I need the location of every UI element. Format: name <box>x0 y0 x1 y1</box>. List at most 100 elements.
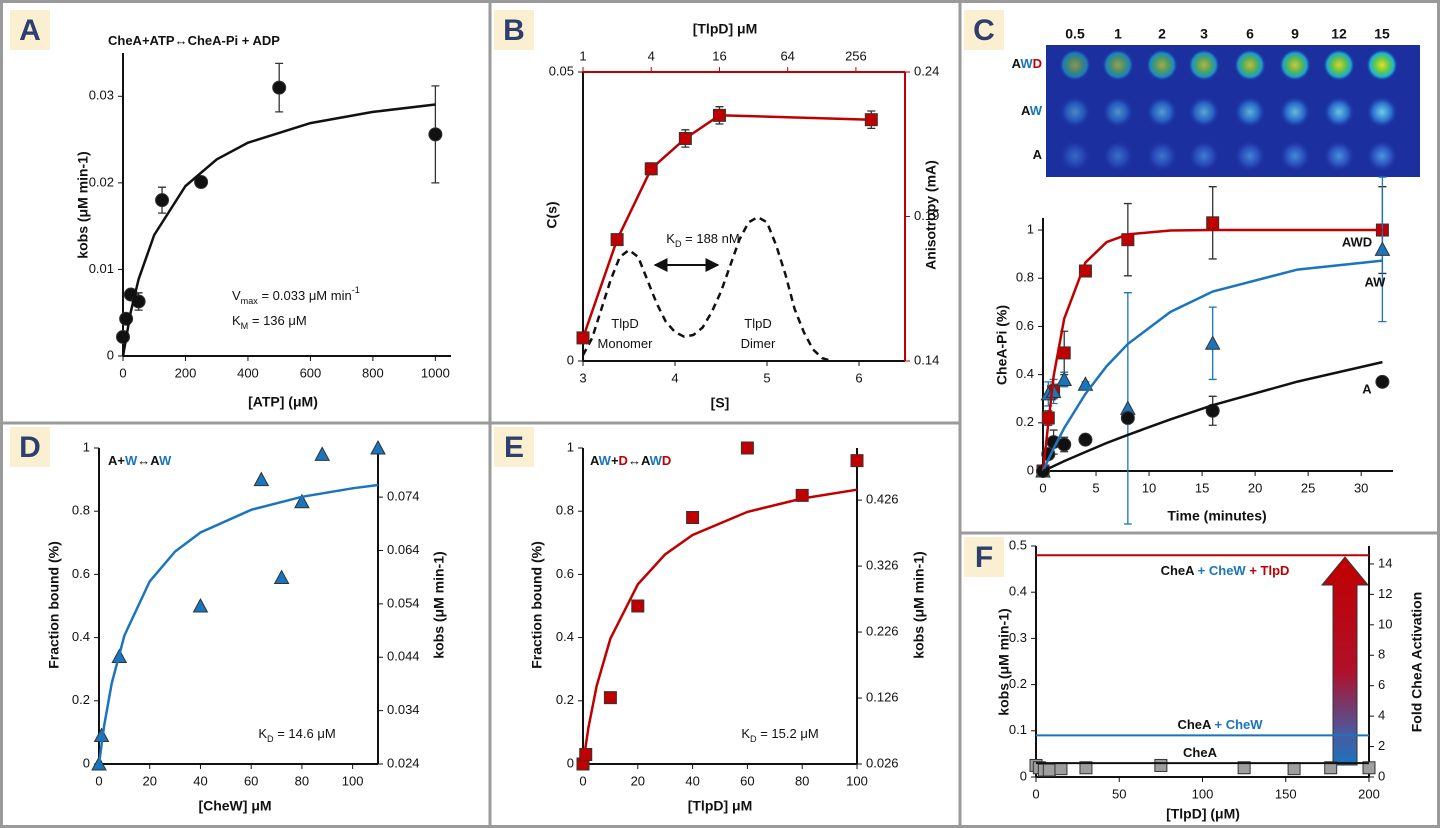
y2-tick-label: 0.024 <box>387 755 420 770</box>
gel-spot <box>1188 96 1220 128</box>
x-tick-label: 60 <box>244 773 258 788</box>
x2-tick-label: 256 <box>845 48 867 63</box>
data-point <box>1155 759 1167 771</box>
data-point <box>275 571 289 584</box>
y2-tick-label: 0.226 <box>866 623 899 638</box>
text-part: A <box>1033 147 1043 162</box>
data-point <box>713 109 725 121</box>
level-label: CheA + CheW <box>1177 717 1263 732</box>
x-tick-label: 50 <box>1112 786 1126 801</box>
gel-row-label: AWD <box>1012 56 1042 71</box>
text-part: TlpD <box>744 316 771 331</box>
y-tick-label: 0.4 <box>1016 366 1034 381</box>
data-point <box>1376 375 1389 388</box>
gel-spot <box>1366 140 1398 172</box>
gel-spot <box>1279 49 1311 81</box>
gel-spot <box>1102 49 1134 81</box>
annotation: CheA+ATP↔CheA-Pi + ADP <box>108 33 280 48</box>
x-tick-label: 0 <box>95 773 102 788</box>
annotation: KD = 14.6 μM <box>258 726 335 744</box>
series-line <box>583 115 871 338</box>
y-tick-label: 0.03 <box>89 88 114 103</box>
x-tick-label: 40 <box>193 773 207 788</box>
data-point <box>1288 763 1300 775</box>
data-point <box>193 599 207 612</box>
gel-spot <box>1323 49 1355 81</box>
x-tick-label: 40 <box>685 773 699 788</box>
x-tick-label: 4 <box>671 370 678 385</box>
activation-arrow <box>1322 557 1368 765</box>
gel-spot <box>1102 96 1134 128</box>
y2-tick-label: 0.126 <box>866 689 899 704</box>
gel-spot <box>1188 140 1220 172</box>
data-point <box>1043 764 1055 776</box>
series-label: AWD <box>1342 234 1372 249</box>
gel-spot <box>1102 140 1134 172</box>
data-point <box>865 114 877 126</box>
y2-tick-label: 6 <box>1378 677 1385 692</box>
gel-spot <box>1323 140 1355 172</box>
y2-tick-label: 0 <box>1378 768 1385 783</box>
x2-tick-label: 64 <box>780 48 794 63</box>
y-axis-label: kobs (μM min-1) <box>75 151 91 258</box>
text-part: Monomer <box>598 336 654 351</box>
y2-tick-label: 0.034 <box>387 702 420 717</box>
y-tick-label: 0.2 <box>72 692 90 707</box>
text-part: W <box>599 453 612 468</box>
y-tick-label: 0.05 <box>549 63 574 78</box>
x-tick-label: 5 <box>763 370 770 385</box>
data-point <box>315 447 329 460</box>
panel-letter: A <box>19 14 41 47</box>
x-tick-label: 100 <box>342 773 364 788</box>
gel-column-label: 6 <box>1246 26 1254 42</box>
data-point <box>1079 433 1092 446</box>
y2-tick-label: 14 <box>1378 555 1392 570</box>
annotation: Vmax = 0.033 μM min-1 <box>232 285 360 306</box>
y2-axis-label: Anisotropy (mA) <box>923 160 939 270</box>
data-point <box>1058 438 1071 451</box>
y2-tick-label: 0.044 <box>387 649 420 664</box>
text-part: max <box>241 296 259 306</box>
gel-spot <box>1323 96 1355 128</box>
x-tick-label: 0 <box>119 365 126 380</box>
y2-tick-label: 12 <box>1378 586 1392 601</box>
y2-tick-label: 0.054 <box>387 595 420 610</box>
y-tick-label: 0.4 <box>1009 584 1027 599</box>
gel-spot <box>1234 96 1266 128</box>
x2-tick-label: 1 <box>579 48 586 63</box>
x-axis-label: Time (minutes) <box>1167 508 1266 524</box>
data-point <box>1206 336 1220 349</box>
gel-column-label: 9 <box>1291 26 1299 42</box>
y-axis-label: kobs (μM min-1) <box>996 608 1012 715</box>
y-axis-label: Fraction bound (%) <box>46 541 62 669</box>
gel-spot <box>1059 140 1091 172</box>
y-tick-label: 0 <box>83 755 90 770</box>
gel-row-label: AW <box>1021 103 1043 118</box>
y-tick-label: 0.4 <box>72 629 90 644</box>
x-tick-label: 100 <box>846 773 868 788</box>
y-tick-label: 1 <box>83 439 90 454</box>
gel-spot <box>1059 49 1091 81</box>
x2-axis-label: [TlpD] μM <box>693 21 758 37</box>
y-axis-label: CheA-Pi (%) <box>994 305 1010 385</box>
data-point <box>1058 347 1070 359</box>
level-label: CheA + CheW + TlpD <box>1161 563 1290 578</box>
x-tick-label: 0 <box>1032 786 1039 801</box>
y-tick-label: 0.01 <box>89 261 114 276</box>
gel-spot <box>1146 96 1178 128</box>
data-point <box>254 473 268 486</box>
gel-spot <box>1146 140 1178 172</box>
x-tick-label: 80 <box>795 773 809 788</box>
gel-column-label: 1 <box>1114 26 1122 42</box>
x-tick-label: 25 <box>1301 480 1315 495</box>
panel-letter: B <box>503 14 525 47</box>
series-label: AW <box>1365 274 1387 289</box>
x-axis-label: [TlpD] μM <box>688 798 753 814</box>
y-tick-label: 0.4 <box>556 629 574 644</box>
gel-spot <box>1234 140 1266 172</box>
gel-spot <box>1279 140 1311 172</box>
y2-tick-label: 0.426 <box>866 492 899 507</box>
gel-spot <box>1188 49 1220 81</box>
y-tick-label: 0 <box>107 347 114 362</box>
y-axis-label: Fraction bound (%) <box>529 541 545 669</box>
